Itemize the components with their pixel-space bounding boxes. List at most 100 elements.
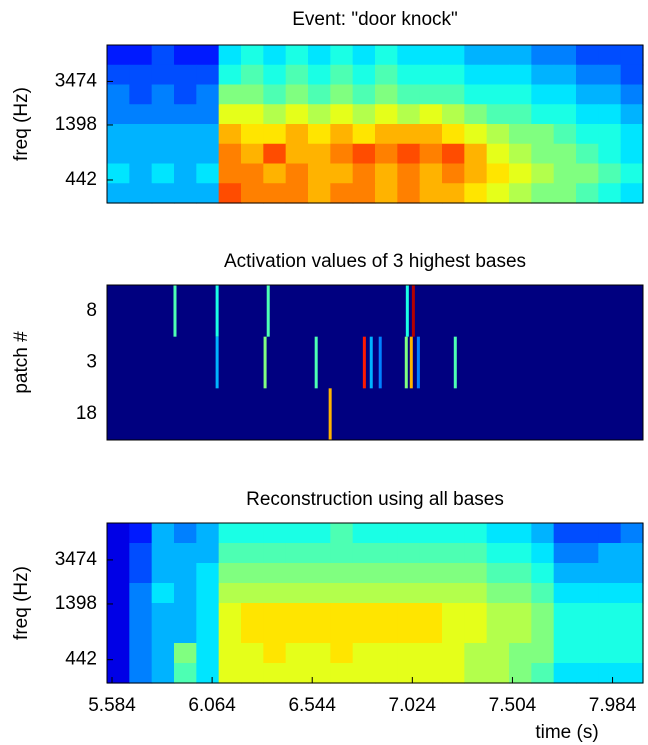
heatmap-cell — [397, 563, 421, 584]
heatmap-cell — [620, 45, 644, 66]
heatmap-cell — [375, 583, 398, 604]
heatmap-cell — [486, 563, 510, 584]
heatmap-cell — [620, 64, 644, 86]
heatmap-cell — [263, 543, 287, 564]
heatmap-cell — [218, 583, 242, 604]
heatmap-cell — [620, 623, 644, 644]
heatmap-cell — [509, 45, 532, 66]
heatmap-cell — [196, 104, 220, 125]
plot-frame — [106, 44, 644, 204]
heatmap-cell — [464, 563, 488, 584]
heatmap-cell — [196, 84, 220, 105]
heatmap-cell — [241, 104, 264, 125]
heatmap-cell — [263, 643, 287, 664]
heatmap-cell — [419, 183, 443, 204]
heatmap-cell — [196, 563, 220, 584]
heatmap-cell — [486, 643, 510, 664]
heatmap-cell — [397, 603, 421, 624]
heatmap-cell — [107, 563, 130, 584]
heatmap-cell — [620, 183, 644, 204]
plot-frame — [106, 284, 644, 441]
activation-bar — [328, 388, 332, 440]
heatmap-cell — [464, 623, 488, 644]
heatmap-cell — [509, 563, 532, 584]
heatmap-cell — [129, 523, 153, 544]
heatmap-cell — [263, 563, 287, 584]
heatmap-cell — [531, 523, 555, 544]
heatmap-cell — [151, 143, 175, 165]
heatmap-cell — [196, 183, 220, 204]
heatmap-cell — [531, 543, 555, 564]
heatmap-cell — [553, 183, 577, 204]
activation-bar — [362, 336, 366, 389]
heatmap-cell — [486, 104, 510, 125]
heatmap-cell — [196, 45, 220, 66]
heatmap-cell — [509, 124, 532, 145]
heatmap-cell — [576, 623, 599, 644]
heatmap-cell — [397, 124, 421, 145]
heatmap-cell — [107, 543, 130, 564]
x-tick-label: 6.544 — [288, 695, 336, 716]
heatmap-cell — [308, 84, 331, 105]
heatmap-cell — [375, 603, 398, 624]
heatmap-cell — [263, 64, 287, 86]
heatmap-cell — [419, 603, 443, 624]
x-tick-label: 5.584 — [88, 695, 136, 716]
heatmap-cell — [576, 583, 599, 604]
heatmap-cell — [442, 583, 465, 604]
heatmap-cell — [330, 583, 354, 604]
heatmap-cell — [285, 563, 309, 584]
heatmap-cell — [464, 543, 488, 564]
heatmap-cell — [241, 45, 264, 66]
heatmap-cell — [442, 104, 465, 125]
heatmap-cell — [375, 143, 398, 165]
chart-title: Event: "door knock" — [292, 9, 458, 30]
heatmap-cell — [263, 45, 287, 66]
heatmap-cell — [375, 523, 398, 544]
heatmap-cell — [576, 643, 599, 664]
heatmap-cell — [531, 663, 555, 684]
heatmap-cell — [263, 623, 287, 644]
activation-bar — [453, 336, 457, 389]
heatmap-cell — [598, 64, 622, 86]
heatmap-cell — [330, 45, 354, 66]
heatmap-cell — [196, 163, 220, 184]
heatmap-cell — [442, 563, 465, 584]
heatmap-cell — [352, 563, 376, 584]
heatmap-cell — [308, 583, 331, 604]
heatmap-cell — [598, 583, 622, 604]
heatmap-cell — [218, 124, 242, 145]
heatmap-cell — [442, 45, 465, 66]
heatmap-cell — [285, 543, 309, 564]
heatmap-cell — [486, 143, 510, 165]
heatmap-cell — [553, 84, 577, 105]
activation-bar — [215, 285, 219, 337]
heatmap-cell — [218, 163, 242, 184]
y-tick-label: 3474 — [55, 549, 98, 570]
heatmap-cell — [576, 543, 599, 564]
heatmap-cell — [107, 163, 130, 184]
heatmap-cell — [241, 623, 264, 644]
y-tick-label: 3 — [86, 352, 97, 373]
heatmap-cell — [285, 603, 309, 624]
heatmap-cell — [598, 104, 622, 125]
heatmap-cell — [241, 84, 264, 105]
heatmap-cell — [352, 583, 376, 604]
heatmap-cell — [576, 143, 599, 165]
heatmap-cell — [397, 583, 421, 604]
heatmap-cell — [464, 643, 488, 664]
heatmap-cell — [419, 45, 443, 66]
heatmap-cell — [576, 64, 599, 86]
heatmap-cell — [241, 543, 264, 564]
heatmap-cell — [553, 603, 577, 624]
heatmap-cell — [218, 84, 242, 105]
heatmap-cell — [464, 163, 488, 184]
heatmap-cell — [576, 84, 599, 105]
heatmap-cell — [174, 104, 197, 125]
heatmap-cell — [352, 143, 376, 165]
heatmap-cell — [263, 523, 287, 544]
heatmap-cell — [174, 64, 197, 86]
heatmap-cell — [308, 603, 331, 624]
heatmap-cell — [308, 523, 331, 544]
heatmap-cell — [486, 663, 510, 684]
